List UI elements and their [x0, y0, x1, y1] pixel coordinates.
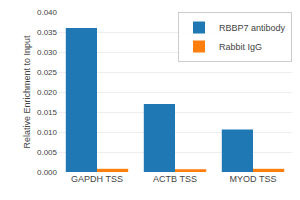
svg-text:0.040: 0.040 — [37, 8, 58, 17]
svg-text:Relative Enrichment to Input: Relative Enrichment to Input — [22, 35, 32, 149]
svg-text:0.030: 0.030 — [37, 48, 58, 57]
svg-text:0.000: 0.000 — [37, 168, 58, 177]
svg-text:GAPDH TSS: GAPDH TSS — [71, 174, 123, 184]
svg-text:0.010: 0.010 — [37, 128, 58, 137]
svg-text:RBBP7 antibody: RBBP7 antibody — [219, 23, 286, 33]
svg-text:0.015: 0.015 — [37, 108, 58, 117]
svg-text:0.035: 0.035 — [37, 28, 58, 37]
svg-text:0.020: 0.020 — [37, 88, 58, 97]
svg-text:ACTB TSS: ACTB TSS — [153, 174, 197, 184]
svg-text:0.005: 0.005 — [37, 148, 58, 157]
svg-text:0.025: 0.025 — [37, 68, 58, 77]
svg-text:Rabbit IgG: Rabbit IgG — [219, 42, 262, 52]
svg-text:MYOD TSS: MYOD TSS — [230, 174, 277, 184]
